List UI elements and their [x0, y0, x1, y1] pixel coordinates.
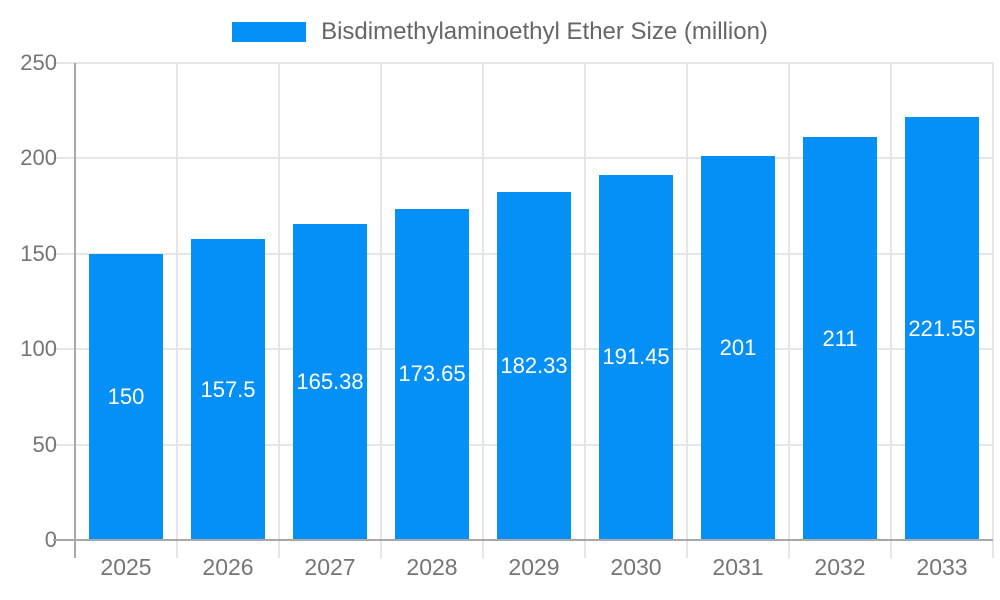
x-tick-label: 2032: [814, 554, 866, 580]
y-tick-label: 250: [20, 50, 57, 75]
y-axis-line: [74, 63, 76, 558]
bar[interactable]: [701, 156, 775, 540]
y-tick-label: 0: [44, 527, 57, 552]
y-tick-label: 200: [20, 145, 57, 171]
x-tick-label: 2028: [406, 554, 458, 580]
gridline-vertical: [584, 63, 586, 558]
legend[interactable]: Bisdimethylaminoethyl Ether Size (millio…: [0, 20, 1000, 44]
bar[interactable]: [497, 192, 571, 540]
y-tick-label: 150: [20, 240, 57, 266]
gridline-vertical: [278, 63, 280, 558]
gridline-vertical: [890, 63, 892, 558]
bar[interactable]: [395, 208, 469, 540]
x-tick-label: 2033: [916, 554, 968, 580]
x-tick-label: 2025: [100, 554, 152, 580]
bar[interactable]: [599, 174, 673, 540]
gridline-vertical: [176, 63, 178, 558]
x-tick-label: 2030: [610, 554, 662, 580]
legend-label: Bisdimethylaminoethyl Ether Size (millio…: [321, 18, 768, 45]
x-tick-label: 2026: [202, 554, 254, 580]
bar[interactable]: [191, 239, 265, 540]
gridline-horizontal: [75, 62, 993, 64]
y-tick-label: 100: [20, 336, 57, 362]
gridline-vertical: [380, 63, 382, 558]
gridline-vertical: [482, 63, 484, 558]
bar[interactable]: [803, 137, 877, 540]
bar[interactable]: [293, 224, 367, 540]
x-tick-label: 2031: [712, 554, 764, 580]
gridline-vertical: [788, 63, 790, 558]
legend-swatch-icon: [232, 22, 307, 42]
bar[interactable]: [89, 253, 163, 540]
gridline-vertical: [686, 63, 688, 558]
y-tick-label: 50: [32, 431, 57, 457]
bar[interactable]: [905, 117, 979, 540]
gridline-vertical: [992, 63, 994, 558]
x-tick-label: 2029: [508, 554, 560, 580]
x-tick-label: 2027: [304, 554, 356, 580]
